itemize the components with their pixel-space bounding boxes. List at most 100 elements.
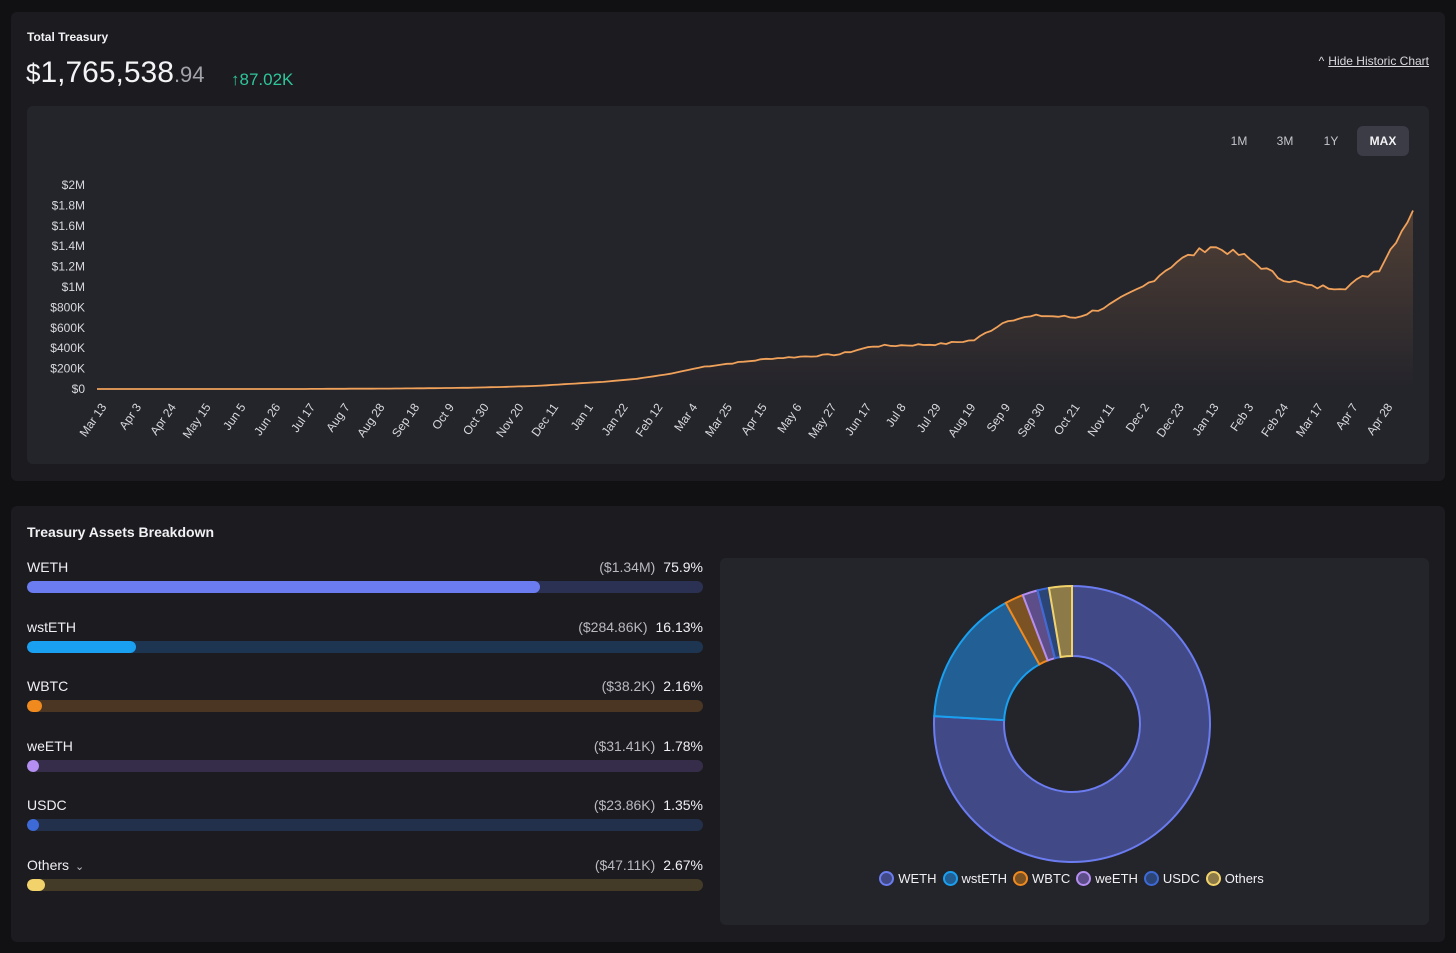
asset-name: WETH	[27, 559, 69, 575]
treasury-series-line	[97, 210, 1414, 390]
range-max-button[interactable]: MAX	[1357, 126, 1409, 156]
donut-legend: WETH wstETH WBTC weETH USDC Others	[720, 871, 1423, 886]
x-axis-tick-label: Jan 13	[1190, 400, 1222, 438]
x-axis-tick-label: Oct 30	[460, 400, 492, 437]
legend-label: USDC	[1162, 871, 1200, 886]
donut-slice-weth[interactable]	[933, 584, 1211, 863]
donut-slice-others[interactable]	[1047, 584, 1073, 659]
x-axis-tick-label: Jun 5	[220, 400, 248, 432]
others-toggle[interactable]: Others ⌄	[27, 857, 84, 873]
x-axis-tick-label: Oct 21	[1051, 400, 1083, 437]
x-axis-tick-label: Sep 18	[389, 400, 422, 439]
asset-bar-track	[27, 760, 703, 772]
y-axis-tick-label: $1.6M	[52, 219, 85, 233]
x-axis-tick-label: Mar 4	[671, 400, 700, 433]
asset-values: ($1.34M) 75.9%	[599, 559, 703, 575]
x-axis-tick-label: Jul 8	[883, 400, 909, 429]
legend-item-usdc[interactable]: USDC	[1143, 871, 1200, 886]
x-axis-tick-label: Aug 7	[323, 400, 353, 434]
x-axis-tick-label: Jun 26	[251, 400, 283, 438]
asset-amount: ($38.2K)	[601, 678, 656, 694]
historic-chart-panel: $0 $200K $400K $600K $800K $1M $1.2M $1.4M $1.6M…	[27, 106, 1429, 464]
treasury-history-chart: $0 $200K $400K $600K $800K $1M $1.2M $1.4M $1.6M…	[50, 178, 1414, 441]
asset-values: ($31.41K) 1.78%	[594, 738, 703, 754]
asset-name: WBTC	[27, 678, 69, 694]
asset-percent: 1.78%	[663, 738, 703, 754]
asset-donut-chart	[933, 584, 1211, 863]
treasury-change-value: 87.02K	[239, 70, 294, 89]
x-axis-tick-label: Jul 29	[914, 400, 944, 435]
asset-row-others[interactable]: Others ⌄ ($47.11K) 2.67%	[27, 857, 703, 897]
donut-chart-panel: WETH wstETH WBTC weETH USDC Others	[720, 558, 1429, 925]
chevron-up-icon: ^	[1318, 54, 1325, 68]
y-axis-tick-label: $1.8M	[52, 198, 85, 212]
asset-percent: 16.13%	[655, 619, 703, 635]
range-3m-button[interactable]: 3M	[1276, 134, 1294, 148]
asset-amount: ($47.11K)	[594, 857, 656, 873]
x-axis-tick-label: Feb 12	[633, 400, 666, 439]
range-1y-button[interactable]: 1Y	[1323, 134, 1339, 148]
chevron-down-icon: ⌄	[75, 861, 85, 873]
x-axis-tick-label: Aug 28	[354, 400, 387, 439]
asset-percent: 2.16%	[663, 678, 703, 694]
currency-symbol: $	[26, 58, 41, 88]
legend-item-wsteth[interactable]: wstETH	[942, 871, 1008, 886]
legend-label: WBTC	[1032, 871, 1071, 886]
x-axis-tick-label: May 27	[805, 400, 839, 441]
legend-item-weeth[interactable]: weETH	[1076, 871, 1138, 886]
total-treasury-card: Total Treasury $1,765,538.94 ↑87.02K ^ Hi…	[11, 12, 1445, 481]
legend-label: wstETH	[961, 871, 1008, 886]
asset-bar-track	[27, 819, 703, 831]
asset-amount: ($31.41K)	[593, 738, 656, 754]
legend-label: Others	[1224, 871, 1264, 886]
x-axis-tick-label: Mar 25	[702, 400, 735, 439]
asset-bar-fill	[27, 581, 541, 593]
x-axis-tick-label: Jan 1	[568, 400, 596, 432]
asset-bar-fill	[27, 760, 40, 772]
legend-item-others[interactable]: Others	[1205, 871, 1264, 886]
asset-values: ($38.2K) 2.16%	[602, 678, 703, 694]
legend-swatch	[1076, 871, 1092, 886]
x-axis-tick-label: Aug 19	[945, 400, 978, 439]
x-axis-tick-label: Dec 23	[1154, 400, 1187, 439]
y-axis-tick-label: $1M	[62, 280, 85, 294]
x-axis-tick-label: Apr 24	[147, 400, 179, 437]
legend-item-wbtc[interactable]: WBTC	[1013, 871, 1070, 886]
x-axis-tick-label: May 15	[180, 400, 214, 441]
asset-row-wbtc: WBTC ($38.2K) 2.16%	[27, 678, 703, 718]
x-axis-tick-label: Dec 11	[529, 400, 562, 439]
x-axis-tick-label: Sep 30	[1015, 400, 1048, 439]
asset-values: ($284.86K) 16.13%	[578, 619, 703, 635]
x-axis-tick-label: Jan 22	[599, 400, 631, 438]
asset-amount: ($23.86K)	[593, 797, 656, 813]
legend-swatch	[942, 871, 958, 886]
asset-values: ($23.86K) 1.35%	[594, 797, 703, 813]
legend-label: WETH	[898, 871, 937, 886]
legend-item-weth[interactable]: WETH	[879, 871, 937, 886]
x-axis-tick-label: Jun 17	[842, 400, 874, 438]
asset-name: Others	[27, 857, 70, 873]
arrow-up-icon: ↑	[231, 70, 240, 89]
x-axis-tick-label: Nov 20	[493, 400, 526, 439]
x-axis-tick-label: Sep 9	[984, 400, 1014, 434]
x-axis-tick-label: Feb 24	[1258, 400, 1291, 439]
hide-historic-chart-link[interactable]: ^ Hide Historic Chart	[1319, 54, 1429, 68]
breakdown-title: Treasury Assets Breakdown	[27, 524, 215, 540]
time-range-selector: 1M 3M 1Y MAX	[1219, 126, 1409, 156]
asset-percent: 2.67%	[663, 857, 703, 873]
asset-amount: ($1.34M)	[599, 559, 656, 575]
asset-name: weETH	[27, 738, 73, 754]
x-axis-tick-label: Feb 3	[1227, 400, 1256, 433]
asset-row-weeth: weETH ($31.41K) 1.78%	[27, 738, 703, 778]
range-1m-button[interactable]: 1M	[1230, 134, 1248, 148]
y-axis-tick-label: $200K	[50, 362, 85, 376]
x-axis-tick-label: Mar 13	[77, 400, 110, 439]
assets-breakdown-card: Treasury Assets Breakdown WETH ($1.34M) 7…	[11, 506, 1445, 942]
y-axis-tick-label: $2M	[62, 178, 85, 192]
asset-percent: 1.35%	[663, 797, 703, 813]
x-axis-tick-label: Oct 9	[429, 400, 457, 432]
x-axis-tick-label: Dec 2	[1123, 400, 1153, 434]
x-axis-tick-label: Apr 28	[1364, 400, 1396, 437]
y-axis-tick-label: $400K	[50, 341, 85, 355]
asset-bar-fill	[27, 879, 46, 891]
